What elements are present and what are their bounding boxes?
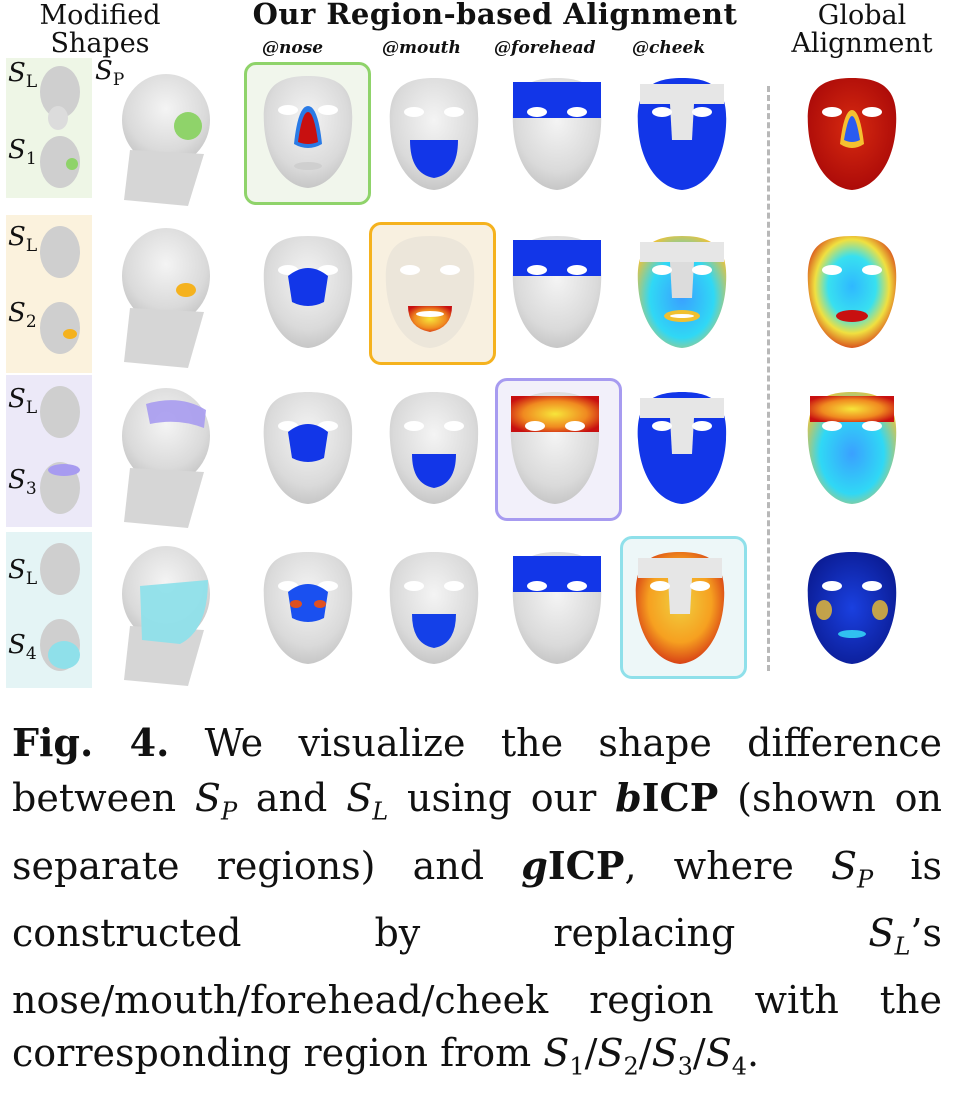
sp-symbol-2: S <box>830 843 858 888</box>
face-row2-forehead <box>512 236 602 348</box>
s4-subscript: 4 <box>731 1052 748 1081</box>
s3-symbol: S <box>651 1031 678 1076</box>
caption-text-1: We visualize the shape difference betwee… <box>12 721 942 820</box>
face-row1-global <box>807 78 897 190</box>
s3-sub: 3 <box>25 479 37 500</box>
face-row2-global <box>807 236 897 348</box>
sp-subscript-2: P <box>857 865 874 894</box>
face-row4-global <box>807 552 897 664</box>
face-row4-forehead <box>512 552 602 664</box>
sl-letter: S <box>8 58 26 88</box>
caption-text-6: is constructed by replacing <box>12 843 942 955</box>
face-row3-mouth <box>389 392 479 504</box>
sp-head-row4 <box>122 546 210 686</box>
s1-letter: S <box>8 135 26 165</box>
sp-head-row1 <box>122 74 210 206</box>
sp-label: SP <box>95 56 124 90</box>
sl-subscript: L <box>372 797 389 826</box>
caption-text-2: and <box>237 775 347 820</box>
sl-label-row2: SL <box>8 222 37 256</box>
s3-subscript: 3 <box>677 1052 693 1081</box>
sl-letter: S <box>8 222 26 252</box>
s3-letter: S <box>8 465 26 495</box>
s1-symbol: S <box>543 1031 570 1076</box>
region-label-forehead: @forehead <box>494 38 596 58</box>
region-label-cheek: @cheek <box>632 38 706 58</box>
face-row1-cheek <box>637 78 727 190</box>
sl-subscript-2: L <box>894 932 911 961</box>
face-row4-nose <box>263 552 353 664</box>
sp-sub: P <box>112 70 125 91</box>
slash-1: / <box>584 1031 598 1076</box>
face-row2-nose <box>263 236 353 348</box>
s2-subscript: 2 <box>623 1052 639 1081</box>
figure-label: Fig. 4. <box>12 720 170 765</box>
s2-symbol: S <box>597 1031 624 1076</box>
caption-text-4: (shown on separate regions) and <box>12 775 942 888</box>
modified-header-line2: Shapes <box>50 28 150 59</box>
small-heads-row1 <box>40 66 80 188</box>
s4-symbol: S <box>705 1031 732 1076</box>
sp-head-row3 <box>122 388 210 528</box>
figure-caption: Fig. 4. We visualize the shape differenc… <box>12 716 942 1094</box>
sl-sub: L <box>25 72 38 93</box>
small-heads-row4 <box>40 543 80 671</box>
caption-end: . <box>747 1031 760 1076</box>
sp-head-row2 <box>122 228 210 368</box>
sp-symbol: S <box>194 775 221 820</box>
sl-sub: L <box>25 398 38 419</box>
sp-subscript: P <box>220 797 238 826</box>
region-label-nose: @nose <box>262 38 324 58</box>
global-alignment-header: Global Alignment <box>772 2 952 58</box>
s2-sub: 2 <box>25 312 37 333</box>
global-header-line1: Global <box>817 0 907 31</box>
caption-text-5: , where <box>624 843 831 888</box>
bicp-icp: ICP <box>641 774 719 820</box>
modified-shapes-header: Modified Shapes <box>8 2 192 58</box>
bicp-prefix: b <box>615 774 642 820</box>
caption-text-3: using our <box>388 775 616 820</box>
s3-label: S3 <box>8 465 37 499</box>
face-row1-nose <box>263 76 353 188</box>
sl-letter: S <box>8 384 26 414</box>
s1-sub: 1 <box>25 149 37 170</box>
region-label-mouth: @mouth <box>382 38 461 58</box>
region-alignment-header: Our Region-based Alignment <box>252 0 738 31</box>
gicp-icp: ICP <box>547 842 625 888</box>
slash-2: / <box>638 1031 652 1076</box>
face-row1-mouth <box>389 78 479 190</box>
s4-sub: 4 <box>25 644 37 665</box>
s4-letter: S <box>8 630 26 660</box>
sl-letter: S <box>8 555 26 585</box>
slash-3: / <box>692 1031 706 1076</box>
s1-subscript: 1 <box>569 1052 585 1081</box>
face-row1-forehead <box>512 78 602 190</box>
small-heads-row2 <box>40 226 80 354</box>
face-row2-mouth <box>385 236 475 348</box>
sl-symbol: S <box>346 775 373 820</box>
sp-letter: S <box>95 56 113 86</box>
face-row4-cheek <box>635 552 725 664</box>
face-row3-cheek <box>637 392 727 504</box>
divider-dashed-line <box>767 86 770 671</box>
s1-label: S1 <box>8 135 37 169</box>
s4-label: S4 <box>8 630 37 664</box>
face-row3-global <box>807 392 897 504</box>
global-header-line2: Alignment <box>791 28 933 59</box>
face-row4-mouth <box>389 552 479 664</box>
face-row2-cheek <box>637 236 727 348</box>
face-row3-forehead <box>510 392 600 504</box>
sl-label-row3: SL <box>8 384 37 418</box>
gicp-prefix: g <box>521 842 548 888</box>
modified-header-line1: Modified <box>39 0 161 31</box>
sl-sub: L <box>25 569 38 590</box>
small-heads-row3 <box>40 386 80 514</box>
s2-letter: S <box>8 298 26 328</box>
s2-label: S2 <box>8 298 37 332</box>
sl-symbol-2: S <box>868 910 895 955</box>
sl-label-row4: SL <box>8 555 37 589</box>
face-row3-nose <box>263 392 353 504</box>
sl-sub: L <box>25 236 38 257</box>
sl-label-row1: SL <box>8 58 37 92</box>
